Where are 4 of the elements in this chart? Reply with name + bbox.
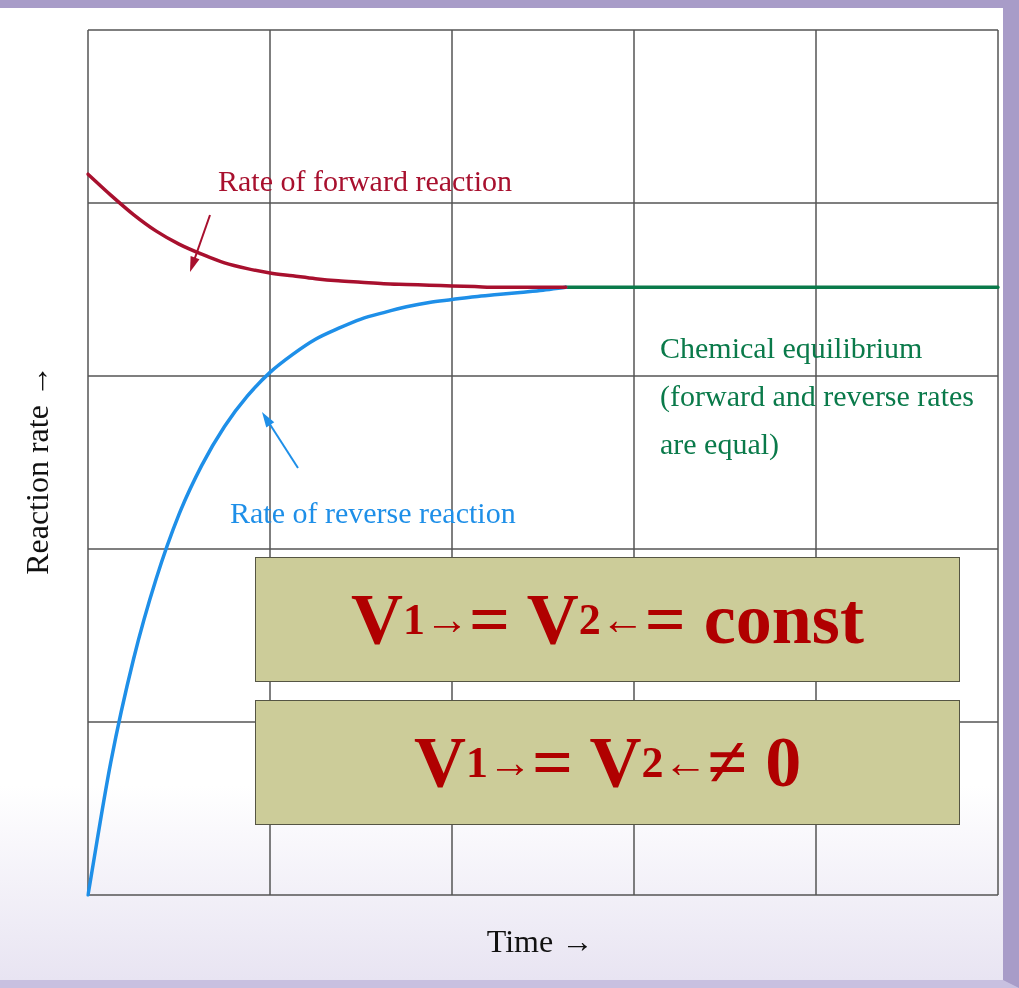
y-axis-title: Reaction rate → [19,365,56,575]
series-label: Rate of forward reaction [218,163,513,197]
x-axis-title: Time → [486,923,594,960]
series-label: Chemical equilibrium (forward and reverse rates are equal) [660,330,974,461]
